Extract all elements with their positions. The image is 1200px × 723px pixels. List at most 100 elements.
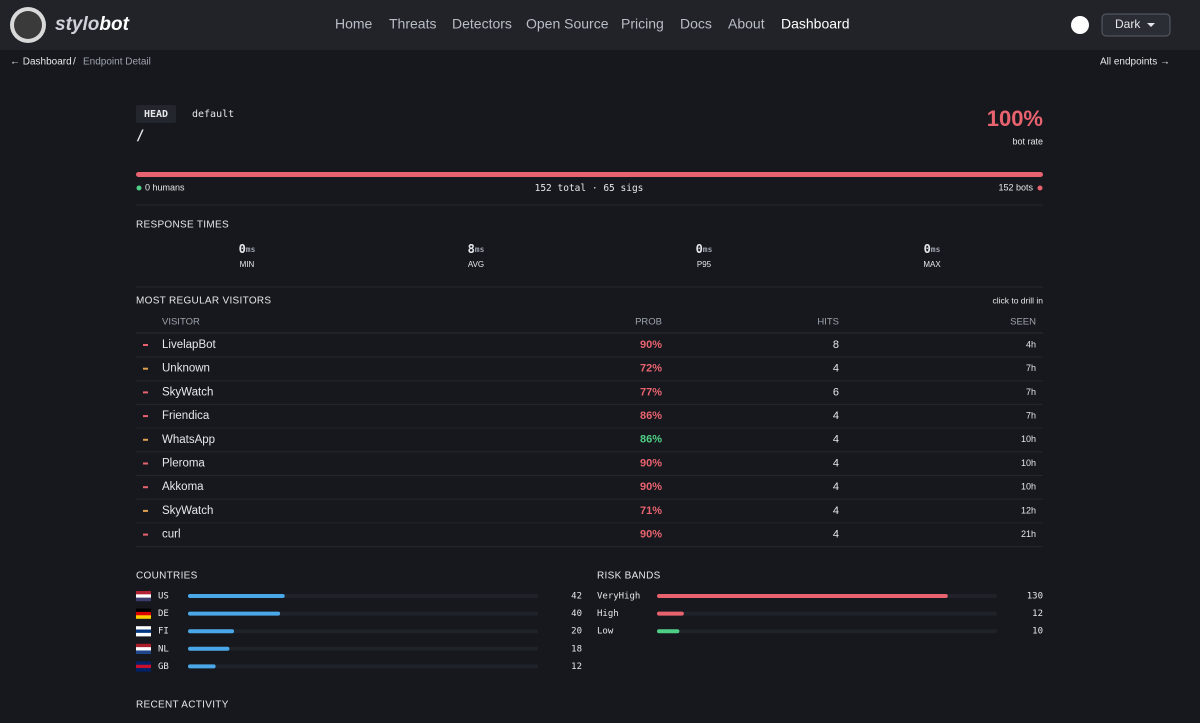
track: [188, 646, 538, 651]
rt-unit: ms: [246, 245, 256, 254]
nav-link[interactable]: Home: [335, 16, 373, 32]
column-header: SEEN: [1010, 317, 1036, 328]
band-count: 12: [1032, 609, 1043, 619]
human-dot: [136, 185, 142, 191]
humans: 0 humans: [145, 182, 185, 192]
country-code: NL: [158, 644, 169, 654]
row[interactable]: [136, 381, 1043, 404]
rt-number: 0: [924, 242, 931, 256]
rt-number: 8: [468, 242, 475, 256]
theme-button[interactable]: [1101, 13, 1171, 37]
row[interactable]: [136, 358, 1043, 381]
rt-label: MAX: [923, 260, 941, 269]
bot-rate-label: bot rate: [1012, 136, 1043, 146]
caret: [1147, 23, 1155, 27]
rt-unit: ms: [475, 245, 485, 254]
visitor-icon: [143, 509, 148, 512]
bots: 152 bots: [998, 182, 1033, 192]
brand-a: stylo: [55, 14, 99, 35]
flag: [136, 650, 151, 654]
total-label: total: [558, 183, 587, 194]
flag: [136, 611, 151, 616]
brand[interactable]: stylobot: [55, 14, 130, 35]
row[interactable]: [136, 429, 1043, 452]
visitor-icon: [143, 344, 148, 346]
country-code: GB: [158, 662, 169, 672]
rt-number: 0: [696, 242, 703, 256]
rt-value: 0ms: [924, 242, 941, 256]
nav-links: Home Threats Detectors Open Source Pricing Do…: [335, 16, 850, 32]
github-icon[interactable]: [1071, 16, 1089, 34]
rt-number: 0: [239, 242, 246, 256]
row[interactable]: [136, 453, 1043, 476]
visitor-hits: 4: [833, 457, 839, 469]
visitor-seen: 7h: [1026, 410, 1036, 420]
theme-label: Dark: [1115, 17, 1141, 31]
flag: [136, 626, 151, 630]
nav-link[interactable]: Dashboard: [781, 16, 850, 32]
band-name: Low: [597, 627, 614, 637]
band-bar: [657, 594, 948, 598]
row[interactable]: [136, 476, 1043, 499]
band-name: VeryHigh: [597, 592, 640, 602]
flag: [136, 594, 151, 598]
visitor-prob: 86%: [640, 410, 662, 422]
countries: US 42 DE 40 FI 20 NL 18 GB 12: [136, 591, 582, 672]
country-bar: [188, 664, 216, 669]
flag: [136, 661, 151, 665]
visitor-hits: 4: [833, 529, 839, 541]
country-code: FI: [158, 627, 169, 637]
column-header: PROB: [635, 317, 662, 328]
method-badge: [136, 105, 176, 123]
nav-link[interactable]: Detectors: [452, 16, 512, 32]
country-bar: [188, 594, 285, 598]
flag: [136, 591, 151, 595]
visitor-name: Unknown: [162, 363, 210, 375]
visitor-name: Pleroma: [162, 458, 205, 470]
band-name: High: [597, 609, 619, 619]
flag: [136, 629, 151, 634]
visitor-prob: 90%: [640, 481, 662, 493]
visitor-hits: 4: [833, 505, 839, 517]
visitor-name: SkyWatch: [162, 386, 213, 398]
visitor-prob: 90%: [640, 457, 662, 469]
nav-link[interactable]: About: [728, 16, 765, 32]
country-count: 12: [571, 662, 582, 672]
nav-link[interactable]: Docs: [680, 16, 712, 32]
country-count: 40: [571, 609, 582, 619]
method: HEAD: [144, 109, 168, 120]
rt-value: 8ms: [468, 242, 485, 256]
nav-link[interactable]: Open Source: [526, 16, 609, 32]
logo-inner: [14, 11, 42, 39]
row[interactable]: [136, 405, 1043, 428]
brand-b: bot: [99, 14, 129, 35]
section-title: MOST REGULAR VISITORS: [136, 296, 271, 307]
visitor-seen: 7h: [1026, 363, 1036, 373]
country-count: 42: [571, 592, 582, 602]
visitor-seen: 10h: [1021, 482, 1036, 492]
section-title: COUNTRIES: [136, 571, 198, 582]
rt-label: AVG: [468, 260, 484, 269]
track: [188, 664, 538, 669]
band-bar: [657, 629, 680, 634]
visitor-name: LivelapBot: [162, 339, 217, 351]
visitor-prob: 90%: [640, 339, 662, 351]
row[interactable]: [136, 334, 1043, 357]
all-endpoints-link[interactable]: All endpoints →: [1100, 57, 1170, 68]
dot: ·: [592, 183, 598, 194]
row[interactable]: [136, 500, 1043, 523]
breadcrumb-back[interactable]: ← Dashboard: [10, 57, 72, 68]
nav-link[interactable]: Threats: [389, 16, 436, 32]
rt-label: P95: [697, 260, 712, 269]
section-title: RECENT ACTIVITY: [136, 700, 229, 711]
flag: [136, 615, 151, 619]
row[interactable]: [136, 524, 1043, 547]
visitor-name: SkyWatch: [162, 505, 213, 517]
visitor-prob: 71%: [640, 505, 662, 517]
visitor-hits: 8: [833, 339, 839, 351]
rt-unit: ms: [703, 245, 713, 254]
nav-link[interactable]: Pricing: [621, 16, 664, 32]
visitor-hits: 4: [833, 410, 839, 422]
flag: [136, 608, 151, 613]
